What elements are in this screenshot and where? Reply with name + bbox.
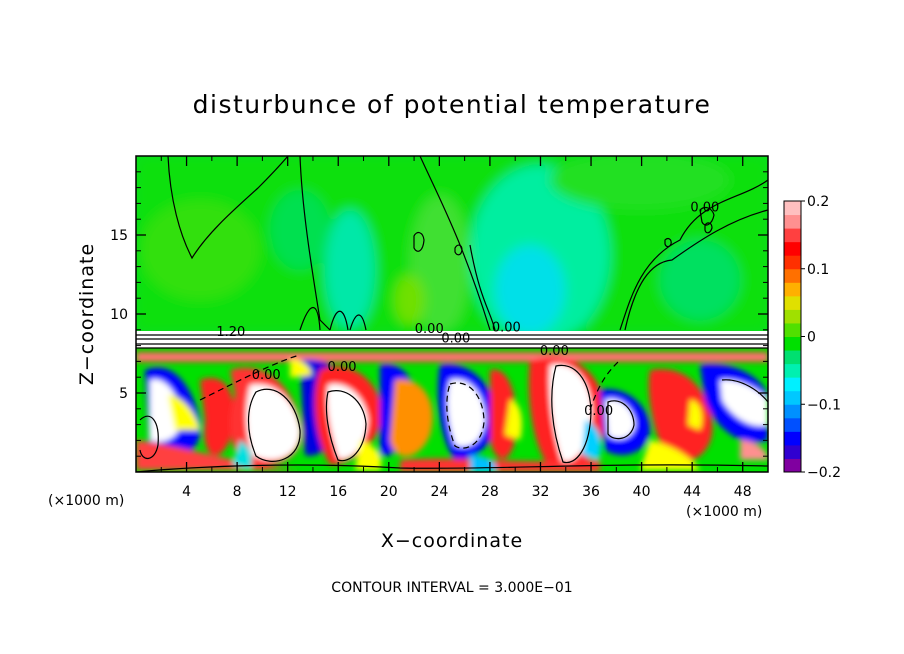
turbulent-layer — [136, 348, 768, 472]
upper-field — [136, 156, 768, 345]
x-unit-right: (×1000 m) — [686, 504, 762, 520]
x-axis-ticks: 4 8 12 16 20 24 28 32 36 40 44 48 — [160, 156, 752, 500]
chart-title: disturbunce of potential temperature — [193, 90, 712, 119]
x-tick-label: 48 — [734, 484, 752, 500]
colorbar-swatch — [784, 390, 801, 405]
colorbar-swatch — [784, 282, 801, 297]
colorbar-swatch — [784, 295, 801, 310]
colorbar-swatch — [784, 417, 801, 432]
contour-label: 0.00 — [540, 344, 569, 359]
colorbar-swatch — [784, 377, 801, 392]
colorbar-swatch — [784, 255, 801, 270]
colorbar-swatch — [784, 268, 801, 283]
contour-label: 0.00 — [252, 368, 281, 383]
x-unit-left: (×1000 m) — [48, 493, 124, 509]
colorbar-swatch — [784, 363, 801, 378]
x-tick-label: 24 — [430, 484, 448, 500]
y-tick-label: 5 — [119, 386, 128, 402]
colorbar-swatch — [784, 322, 801, 337]
colorbar-swatch — [784, 458, 801, 473]
y-tick-label: 10 — [110, 307, 128, 323]
contour-label: 0.00 — [492, 320, 521, 335]
contour-lines — [136, 156, 768, 472]
x-tick-label: 36 — [582, 484, 600, 500]
x-tick-label: 40 — [633, 484, 651, 500]
x-axis-title: X−coordinate — [381, 530, 523, 552]
colorbar-swatch — [784, 201, 801, 216]
x-tick-label: 4 — [182, 484, 191, 500]
colorbar: −0.2 −0.1 0 0.1 0.2 — [783, 194, 841, 481]
colorbar-swatch — [784, 336, 801, 351]
colorbar-swatch — [784, 309, 801, 324]
colorbar-tick-label: 0.1 — [807, 262, 829, 278]
colorbar-swatch — [784, 241, 801, 256]
colorbar-tick-label: 0 — [807, 330, 816, 346]
colorbar-tick-label: 0.2 — [807, 194, 829, 210]
plot-area: 1.200.000.000.000.000.000.000.000.00 — [136, 156, 768, 472]
x-tick-label: 8 — [233, 484, 242, 500]
x-tick-label: 44 — [683, 484, 701, 500]
contour-label: 0.00 — [690, 200, 719, 215]
colorbar-swatch — [784, 228, 801, 243]
y-axis-title: Z−coordinate — [76, 243, 98, 385]
colorbar-swatch — [784, 444, 801, 459]
y-axis-ticks: 5 10 15 — [110, 171, 768, 457]
colorbar-swatch — [784, 214, 801, 229]
colorbar-swatch — [784, 404, 801, 419]
x-tick-label: 28 — [481, 484, 499, 500]
colorbar-tick-label: −0.1 — [807, 397, 841, 413]
x-tick-label: 12 — [279, 484, 297, 500]
x-tick-label: 32 — [532, 484, 550, 500]
x-tick-label: 20 — [380, 484, 398, 500]
contour-label: 0.00 — [415, 322, 444, 337]
colorbar-tick-label: −0.2 — [807, 465, 841, 481]
contour-labels: 1.200.000.000.000.000.000.000.000.00 — [216, 200, 719, 419]
contour-label: 0.00 — [441, 331, 470, 346]
contour-label: 1.20 — [216, 325, 245, 340]
x-tick-label: 16 — [329, 484, 347, 500]
y-tick-label: 15 — [110, 228, 128, 244]
contour-label: 0.00 — [328, 360, 357, 375]
colorbar-swatch — [784, 350, 801, 365]
contour-label: 0.00 — [584, 404, 613, 419]
colorbar-swatch — [784, 431, 801, 446]
contour-interval-note: CONTOUR INTERVAL = 3.000E−01 — [331, 580, 572, 596]
